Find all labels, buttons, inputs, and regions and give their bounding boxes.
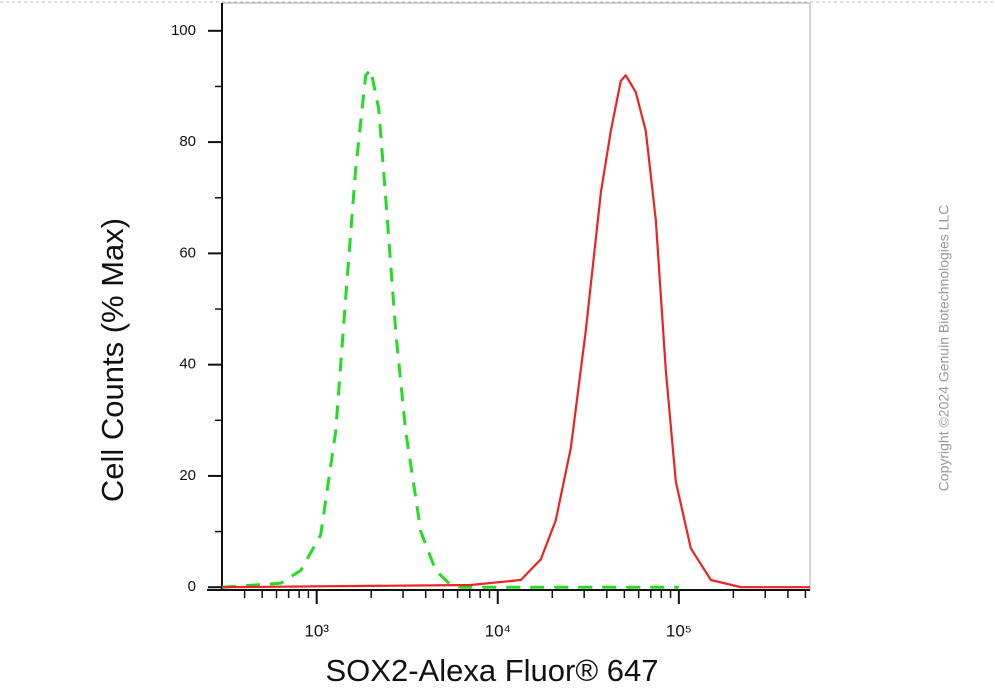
y-tick-label: 60: [179, 244, 196, 261]
series-line: [221, 74, 810, 589]
y-axis-title: Cell Counts (% Max): [95, 218, 130, 502]
x-tick-label: 10⁵: [666, 621, 692, 640]
y-tick-label: 0: [188, 578, 196, 595]
copyright: Copyright ©2024 Genuin Biotechnologies L…: [936, 205, 952, 492]
x-tick-label: 10³: [304, 621, 329, 640]
y-tick-label: 100: [171, 22, 196, 39]
y-tick-label: 80: [179, 133, 196, 150]
x-axis-title: SOX2-Alexa Fluor® 647: [326, 653, 659, 688]
x-tick-label: 10⁴: [485, 621, 511, 640]
y-tick-label: 40: [179, 356, 196, 373]
y-tick-label: 20: [179, 467, 196, 484]
series-line: [221, 68, 679, 589]
plot-frame: [221, 2, 811, 591]
